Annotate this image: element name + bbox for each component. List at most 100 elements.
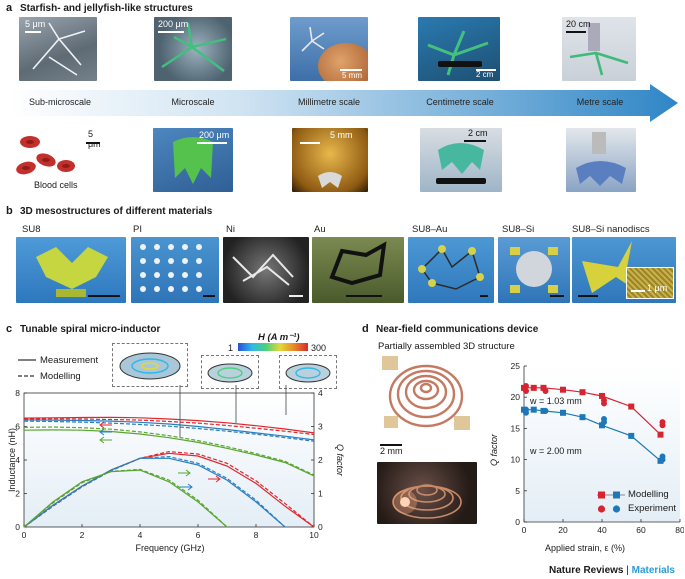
- photo-su8-si-nanodiscs: 1 μm: [572, 237, 676, 303]
- material-label-su8-si: SU8–Si: [502, 224, 535, 235]
- x-tick-label: 60: [636, 525, 646, 535]
- su8-si-structure-icon: [510, 247, 558, 293]
- data-point-circle: [542, 407, 549, 414]
- data-point-circle: [523, 387, 529, 394]
- y-tick-label: 25: [511, 361, 521, 371]
- scalebar-bottom-3: 5 mm: [330, 130, 353, 140]
- starfish-microscale-icon: [161, 22, 227, 72]
- legend-d-experiment: Experiment: [628, 503, 677, 514]
- y-tick-label: 2: [15, 489, 20, 499]
- photo-su8-si: [498, 237, 570, 303]
- footer-credit: Nature Reviews | Materials: [549, 565, 675, 576]
- y2-tick-label: 2: [318, 455, 323, 465]
- scalebar-top-2: 200 μm: [158, 19, 189, 29]
- material-label-su8-au: SU8–Au: [412, 224, 448, 235]
- x-tick-label: 40: [597, 525, 607, 535]
- y-tick-label: 15: [511, 423, 521, 433]
- y-tick-label: 8: [15, 388, 20, 398]
- material-label-su8-si-nanodiscs: SU8–Si nanodiscs: [572, 224, 650, 235]
- jellyfish-metre-icon: [576, 132, 626, 186]
- chart-d-ylabel: Q factor: [489, 434, 499, 467]
- chart-c-xlabel: Frequency (GHz): [135, 543, 205, 553]
- data-point-square: [560, 386, 566, 393]
- annotation-w-2: w = 2.00 mm: [530, 446, 582, 456]
- photo-pi: [131, 237, 219, 303]
- y-tick-label: 0: [15, 522, 20, 532]
- y-tick-label: 6: [15, 422, 20, 432]
- blood-cells-illustration: 5 μm Blood cells: [14, 128, 104, 194]
- y-tick-label: 4: [15, 455, 20, 465]
- starfish-metre-icon: [569, 23, 629, 76]
- data-point-square: [579, 389, 586, 396]
- legend-red-circle-icon: [597, 505, 606, 513]
- data-point-circle: [542, 387, 549, 394]
- panel-d-legend-markers: [597, 491, 625, 513]
- y2-tick-label: 3: [318, 422, 323, 432]
- data-point-square: [530, 406, 537, 413]
- x-tick-label: 6: [196, 530, 201, 540]
- inset-scalebar: 1 μm: [647, 283, 668, 293]
- scalebar-bottom-4: 2 cm: [468, 128, 488, 138]
- au-structure-icon: [329, 241, 387, 286]
- legend-modelling: Modelling: [40, 371, 81, 382]
- series-line-11: [23, 468, 228, 528]
- photo-metre-top: 20 cm: [562, 17, 636, 81]
- photo-millimetre-top: 5 mm: [290, 17, 368, 81]
- spiral-coil-icon: [382, 356, 470, 430]
- photo-metre-bottom: [566, 128, 636, 192]
- material-label-ni: Ni: [226, 224, 235, 235]
- starfish-centimetre-icon: [427, 30, 489, 76]
- direction-arrows: [99, 421, 221, 491]
- data-point-square: [579, 414, 586, 421]
- footer-section: Materials: [631, 565, 675, 576]
- panel-d-title: Near-field communications device: [376, 324, 539, 335]
- blood-cells-icon: [16, 136, 75, 175]
- photo-led-coil: [377, 462, 477, 524]
- coin: [318, 43, 368, 81]
- data-point-square: [599, 422, 605, 429]
- footer-journal: Nature Reviews: [549, 565, 624, 576]
- data-point-circle: [601, 416, 607, 423]
- annotation-w-1: w = 1.03 mm: [530, 396, 582, 406]
- colorbar-label: H (A m⁻¹): [258, 332, 300, 343]
- starfish-millimetre-icon: [301, 26, 325, 52]
- scalebar-bottom-1: 5 μm: [88, 129, 101, 149]
- scalebar-bottom-2: 200 μm: [199, 130, 230, 140]
- x-tick-label: 80: [675, 525, 684, 535]
- inductor-inset-2: [201, 355, 259, 389]
- scale-label-centimetre: Centimetre scale: [426, 97, 494, 107]
- y-tick-label: 5: [515, 486, 520, 496]
- series-line-8: [23, 469, 228, 528]
- material-label-au: Au: [314, 224, 326, 235]
- jellyfish-millimetre-icon: [318, 172, 342, 188]
- scale-arrow: [10, 84, 678, 122]
- spiral-inductor-icon: [119, 352, 181, 380]
- photo-ni: [223, 237, 309, 303]
- chart-c-y2label: Q factor: [335, 443, 345, 476]
- legend-red-square-icon: [598, 491, 605, 499]
- inductor-inset-1: [112, 343, 188, 387]
- series-line-3: [23, 418, 315, 436]
- data-point-circle: [659, 453, 666, 460]
- pi-array-icon: [140, 244, 202, 292]
- panel-b-letter: b: [6, 205, 13, 217]
- scale-label-millimetre: Millimetre scale: [297, 97, 360, 107]
- photo-sub-microscale-top: 5 μm: [19, 17, 97, 81]
- blood-cells-label: Blood cells: [34, 180, 78, 190]
- y2-tick-label: 4: [318, 388, 323, 398]
- series-line-7: [23, 457, 286, 528]
- chart-c-ylabel: Inductance (nH): [7, 427, 17, 493]
- x-tick-label: 8: [254, 530, 259, 540]
- data-point-square: [540, 384, 547, 391]
- scalebar-top-1: 5 μm: [25, 19, 46, 29]
- panel-a-title: Starfish- and jellyfish-like structures: [20, 3, 193, 14]
- panel-a-letter: a: [6, 2, 13, 14]
- scale-label-sub-micro: Sub-microscale: [28, 97, 92, 107]
- photo-su8-au: [408, 237, 494, 303]
- panel-c-title: Tunable spiral micro-inductor: [20, 324, 161, 335]
- scale-label-metre: Metre scale: [576, 97, 624, 107]
- legend-blue-square-icon: [613, 491, 620, 499]
- spiral-inductor-icon: [285, 363, 331, 383]
- chart-c-plot-area: [24, 393, 314, 527]
